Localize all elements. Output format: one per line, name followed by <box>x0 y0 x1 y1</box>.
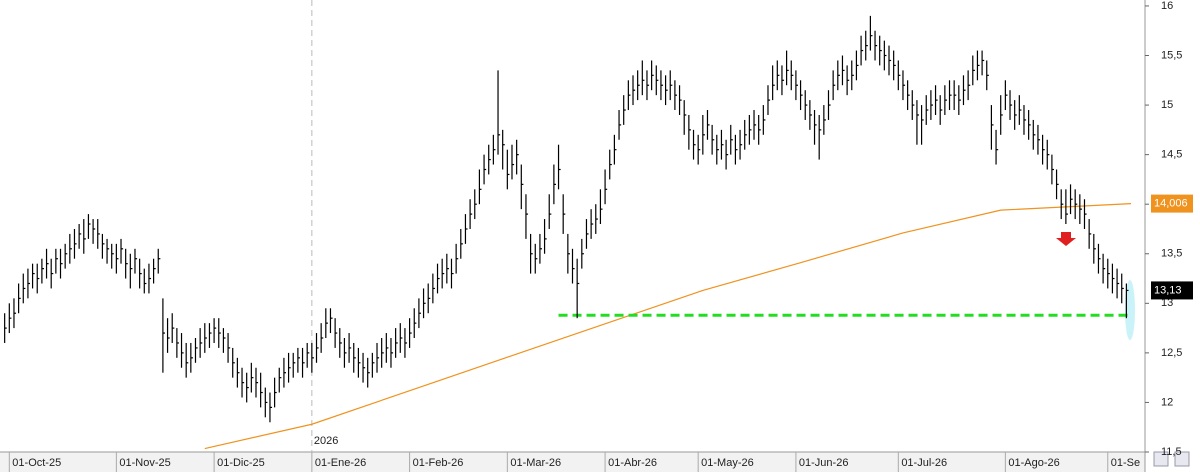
x-tick-label: 01-Nov-25 <box>119 457 170 469</box>
x-tick-label: 01-Dic-25 <box>217 457 265 469</box>
y-tick-label: 15,5 <box>1161 49 1182 61</box>
y-tick-label: 12 <box>1161 396 1173 408</box>
y-tick-label: 14,5 <box>1161 149 1182 161</box>
x-tick-label: 01-Abr-26 <box>608 457 657 469</box>
close-last-label: 13,13 <box>1154 284 1182 296</box>
y-tick-label: 13 <box>1161 297 1173 309</box>
x-tick-label: 01-Jun-26 <box>799 457 849 469</box>
down-arrow <box>1056 232 1076 246</box>
x-tick-label: 01-Mar-26 <box>510 457 561 469</box>
x-tick-label: 01-May-26 <box>701 457 754 469</box>
x-tick-label: 01-Jul-26 <box>901 457 947 469</box>
x-tick-label: 01-Ago-26 <box>1008 457 1059 469</box>
x-tick-label: 01-Oct-25 <box>12 457 61 469</box>
ma-last-box <box>1151 194 1193 213</box>
x-tick-label: 01-Se <box>1111 457 1140 469</box>
x-tick-label: 01-Feb-26 <box>413 457 464 469</box>
save-icon[interactable] <box>1174 451 1190 467</box>
moving-average <box>204 202 1132 450</box>
scroll-icon[interactable] <box>1153 451 1169 467</box>
y-tick-label: 16 <box>1161 0 1173 12</box>
y-tick-label: 15 <box>1161 99 1173 111</box>
x-tick-label: 01-Ene-26 <box>315 457 366 469</box>
ma-last-label: 14,006 <box>1154 198 1188 210</box>
year-label: 2026 <box>314 435 338 447</box>
y-tick-label: 11,5 <box>1161 446 1182 458</box>
highlight-ellipse <box>1125 280 1135 340</box>
y-tick-label: 13,5 <box>1161 248 1182 260</box>
y-tick-label: 12,5 <box>1161 347 1182 359</box>
close-last-box <box>1151 281 1193 300</box>
x-axis-strip <box>0 452 1145 472</box>
